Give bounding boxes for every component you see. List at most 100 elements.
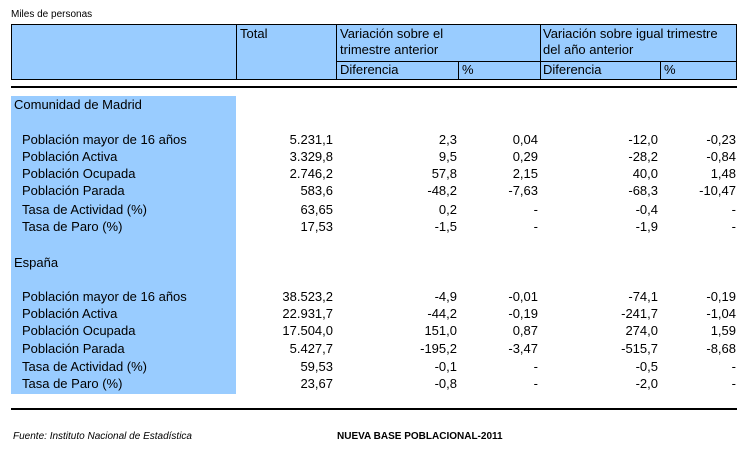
row-label: Tasa de Paro (%) — [22, 376, 123, 391]
cell-dif-year: -515,7 — [621, 341, 658, 356]
cell-dif-prev: -48,2 — [427, 183, 457, 198]
table-row: Población Activa 22.931,7 -44,2 -0,19 -2… — [0, 306, 756, 323]
cell-dif-prev: -0,1 — [434, 359, 457, 374]
cell-total: 63,65 — [300, 202, 333, 217]
row-label: Población Ocupada — [22, 166, 136, 181]
footer-base: NUEVA BASE POBLACIONAL-2011 — [337, 431, 503, 442]
cell-pct-year: - — [731, 359, 736, 374]
cell-pct-prev: - — [533, 376, 538, 391]
cell-pct-year: 1,48 — [710, 166, 736, 181]
header-divider — [660, 61, 661, 79]
table-row: Tasa de Actividad (%) 63,65 0,2 - -0,4 - — [0, 202, 756, 219]
cell-dif-prev: -195,2 — [420, 341, 457, 356]
row-label: Tasa de Actividad (%) — [22, 202, 148, 217]
header-var-year-line1: Variación sobre igual trimestre — [543, 26, 718, 41]
cell-dif-prev: -1,5 — [434, 219, 457, 234]
table-row: Población Ocupada 2.746,2 57,8 2,15 40,0… — [0, 166, 756, 183]
cell-dif-year: -241,7 — [621, 306, 658, 321]
row-label: Población Parada — [22, 183, 125, 198]
cell-total: 5.427,7 — [289, 341, 333, 356]
header-total: Total — [240, 26, 268, 41]
header-divider — [236, 25, 237, 79]
cell-dif-year: -68,3 — [628, 183, 658, 198]
cell-dif-year: -28,2 — [628, 149, 658, 164]
section-title-espana: España — [14, 255, 59, 270]
cell-pct-prev: - — [533, 359, 538, 374]
header-var-year-line2: del año anterior — [543, 42, 634, 57]
table-row: Tasa de Paro (%) 17,53 -1,5 - -1,9 - — [0, 219, 756, 236]
section-title-madrid: Comunidad de Madrid — [14, 97, 142, 112]
cell-pct-year: -8,68 — [706, 341, 736, 356]
cell-dif-prev: 9,5 — [438, 149, 457, 164]
row-label: Población Activa — [22, 306, 118, 321]
footer-source: Fuente: Instituto Nacional de Estadístic… — [13, 431, 192, 442]
cell-dif-year: 40,0 — [632, 166, 658, 181]
header-pct-year: % — [664, 62, 676, 77]
cell-dif-year: -2,0 — [635, 376, 658, 391]
table-row: Población Ocupada 17.504,0 151,0 0,87 27… — [0, 323, 756, 340]
cell-total: 59,53 — [300, 359, 333, 374]
table-row: Tasa de Actividad (%) 59,53 -0,1 - -0,5 … — [0, 359, 756, 376]
bottom-rule — [11, 408, 737, 410]
cell-dif-prev: -4,9 — [434, 289, 457, 304]
table-row: Tasa de Paro (%) 23,67 -0,8 - -2,0 - — [0, 376, 756, 393]
cell-dif-year: 274,0 — [625, 323, 658, 338]
header-diferencia-year: Diferencia — [543, 62, 602, 77]
cell-pct-prev: 0,87 — [512, 323, 538, 338]
cell-dif-prev: 2,3 — [438, 132, 457, 147]
cell-pct-prev: 0,04 — [512, 132, 538, 147]
cell-dif-prev: -0,8 — [434, 376, 457, 391]
header-var-prev-line1: Variación sobre el — [340, 26, 444, 41]
cell-pct-prev: -3,47 — [508, 341, 538, 356]
cell-pct-year: -0,19 — [706, 289, 736, 304]
table-header: Total Variación sobre el trimestre anter… — [11, 24, 737, 80]
cell-pct-prev: -7,63 — [508, 183, 538, 198]
row-label: Población mayor de 16 años — [22, 132, 187, 147]
top-rule — [11, 86, 737, 88]
table-row: Población mayor de 16 años 5.231,1 2,3 0… — [0, 132, 756, 149]
cell-pct-prev: -0,19 — [508, 306, 538, 321]
header-divider — [540, 25, 541, 79]
cell-dif-year: -12,0 — [628, 132, 658, 147]
cell-dif-prev: 57,8 — [431, 166, 457, 181]
header-diferencia-prev: Diferencia — [340, 62, 399, 77]
row-label: Tasa de Actividad (%) — [22, 359, 148, 374]
cell-dif-year: -0,5 — [635, 359, 658, 374]
cell-pct-year: - — [731, 202, 736, 217]
cell-pct-prev: - — [533, 219, 538, 234]
cell-total: 2.746,2 — [289, 166, 333, 181]
cell-total: 22.931,7 — [282, 306, 333, 321]
cell-pct-year: - — [731, 376, 736, 391]
row-label: Población Parada — [22, 341, 125, 356]
cell-pct-year: - — [731, 219, 736, 234]
header-pct-prev: % — [462, 62, 474, 77]
row-label: Población Activa — [22, 149, 118, 164]
cell-dif-prev: 0,2 — [438, 202, 457, 217]
header-divider — [458, 61, 459, 79]
cell-pct-year: -1,04 — [706, 306, 736, 321]
table-row: Población mayor de 16 años 38.523,2 -4,9… — [0, 289, 756, 306]
cell-total: 5.231,1 — [289, 132, 333, 147]
cell-pct-prev: 0,29 — [512, 149, 538, 164]
cell-pct-year: -10,47 — [699, 183, 736, 198]
header-divider — [336, 25, 337, 79]
table-row: Población Parada 583,6 -48,2 -7,63 -68,3… — [0, 183, 756, 200]
cell-total: 17,53 — [300, 219, 333, 234]
table-row: Población Parada 5.427,7 -195,2 -3,47 -5… — [0, 341, 756, 358]
cell-total: 23,67 — [300, 376, 333, 391]
cell-pct-year: -0,84 — [706, 149, 736, 164]
header-var-prev-line2: trimestre anterior — [340, 42, 439, 57]
cell-dif-year: -74,1 — [628, 289, 658, 304]
cell-pct-prev: -0,01 — [508, 289, 538, 304]
cell-pct-year: 1,59 — [710, 323, 736, 338]
row-label: Tasa de Paro (%) — [22, 219, 123, 234]
table-row: Población Activa 3.329,8 9,5 0,29 -28,2 … — [0, 149, 756, 166]
row-label: Población Ocupada — [22, 323, 136, 338]
units-label: Miles de personas — [11, 9, 93, 20]
cell-total: 38.523,2 — [282, 289, 333, 304]
label-column — [11, 96, 236, 394]
cell-total: 583,6 — [300, 183, 333, 198]
cell-dif-prev: 151,0 — [424, 323, 457, 338]
cell-dif-year: -0,4 — [635, 202, 658, 217]
cell-total: 17.504,0 — [282, 323, 333, 338]
